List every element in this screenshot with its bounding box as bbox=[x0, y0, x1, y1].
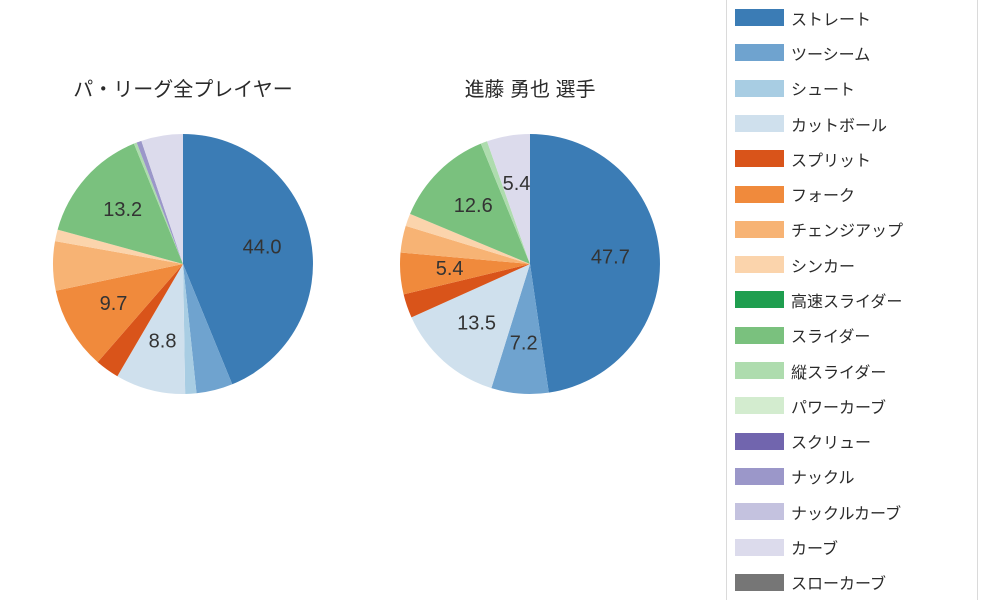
svg-text:8.8: 8.8 bbox=[149, 330, 177, 352]
svg-text:5.4: 5.4 bbox=[503, 173, 531, 195]
svg-text:13.2: 13.2 bbox=[103, 199, 142, 221]
svg-text:47.7: 47.7 bbox=[591, 246, 630, 268]
svg-text:12.6: 12.6 bbox=[454, 195, 493, 217]
svg-text:9.7: 9.7 bbox=[100, 293, 128, 315]
svg-text:7.2: 7.2 bbox=[510, 333, 538, 355]
svg-text:13.5: 13.5 bbox=[457, 313, 496, 335]
svg-text:5.4: 5.4 bbox=[436, 258, 464, 280]
svg-text:44.0: 44.0 bbox=[243, 237, 282, 259]
